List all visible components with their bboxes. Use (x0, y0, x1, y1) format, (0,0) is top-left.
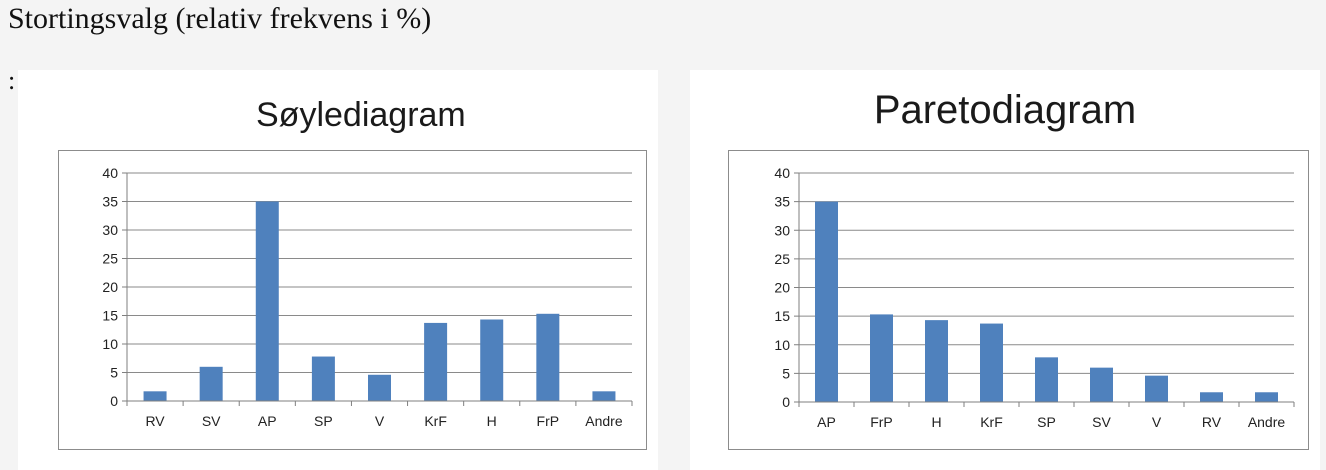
bar (143, 391, 167, 401)
y-tick-label: 10 (102, 336, 118, 352)
chart-frame: 0 5 10 15 20 25 30 35 40 AP FrP H KrF SP SV V RV Andre (728, 150, 1309, 450)
y-tick-label: 40 (774, 165, 790, 181)
x-tick-label: Andre (585, 413, 623, 429)
chart-title: Paretodiagram (873, 88, 1137, 132)
y-tick-label: 35 (102, 194, 118, 210)
x-tick-label: V (375, 413, 385, 429)
x-tick-label: FrP (870, 414, 893, 430)
y-tick-label: 20 (102, 279, 118, 295)
bar-chart-svg: 0 5 10 15 20 25 30 35 40 RV SV AP SP V KrF H FrP Andre (102, 165, 633, 429)
y-tick-label: 5 (110, 365, 118, 381)
x-tick-label: SP (1037, 414, 1056, 430)
x-tick-label: KrF (980, 414, 1003, 430)
y-tick-label: 30 (774, 222, 790, 238)
chart-frame: 0 5 10 15 20 25 30 35 40 RV SV AP SP V KrF H FrP Andre (58, 150, 647, 450)
bar-chart-panel: Søylediagram 0 5 10 15 20 25 30 35 40 RV SV AP SP V Kr… (18, 70, 658, 470)
x-tick-label: RV (1202, 414, 1222, 430)
x-tick-label: Andre (1248, 414, 1286, 430)
page-title: Stortingsvalg (relativ frekvens i %) (8, 2, 432, 35)
x-tick-label: AP (258, 413, 277, 429)
y-tick-label: 0 (782, 394, 790, 410)
y-tick-label: 5 (782, 365, 790, 381)
bar (1090, 367, 1113, 402)
y-tick-label: 25 (774, 251, 790, 267)
x-tick-label: RV (145, 413, 165, 429)
x-tick-label: H (931, 414, 941, 430)
x-tick-label: FrP (537, 413, 560, 429)
x-tick-label: SP (314, 413, 333, 429)
bar (1035, 357, 1058, 402)
bar (1255, 392, 1278, 402)
y-tick-label: 10 (774, 337, 790, 353)
bar (1145, 375, 1168, 402)
bar (199, 366, 223, 401)
x-tick-label: KrF (424, 413, 447, 429)
x-tick-label: SV (202, 413, 221, 429)
y-tick-label: 40 (102, 165, 118, 181)
bar (1200, 392, 1223, 402)
bar (311, 356, 335, 401)
y-tick-label: 15 (102, 308, 118, 324)
bar (480, 319, 504, 401)
bar (870, 314, 893, 402)
bar (592, 391, 616, 401)
y-tick-label: 25 (102, 251, 118, 267)
bar (368, 374, 391, 401)
pareto-chart-panel: Paretodiagram 0 5 10 15 20 25 30 35 40 AP FrP H KrF S… (690, 70, 1320, 470)
bullet-marker: : (8, 66, 16, 95)
x-tick-label: AP (817, 414, 836, 430)
bar (925, 320, 948, 402)
x-tick-label: V (1152, 414, 1162, 430)
bar (980, 323, 1003, 402)
bar (815, 201, 838, 402)
x-tick-label: SV (1092, 414, 1111, 430)
bar (424, 322, 448, 401)
y-tick-label: 35 (774, 194, 790, 210)
y-tick-label: 20 (774, 280, 790, 296)
bar (255, 201, 279, 401)
y-tick-label: 30 (102, 222, 118, 238)
x-tick-label: H (487, 413, 497, 429)
pareto-chart-svg: 0 5 10 15 20 25 30 35 40 AP FrP H KrF SP SV V RV Andre (774, 165, 1295, 430)
y-tick-label: 0 (110, 393, 118, 409)
bar (536, 313, 560, 401)
y-tick-label: 15 (774, 308, 790, 324)
chart-title: Søylediagram (256, 96, 466, 134)
